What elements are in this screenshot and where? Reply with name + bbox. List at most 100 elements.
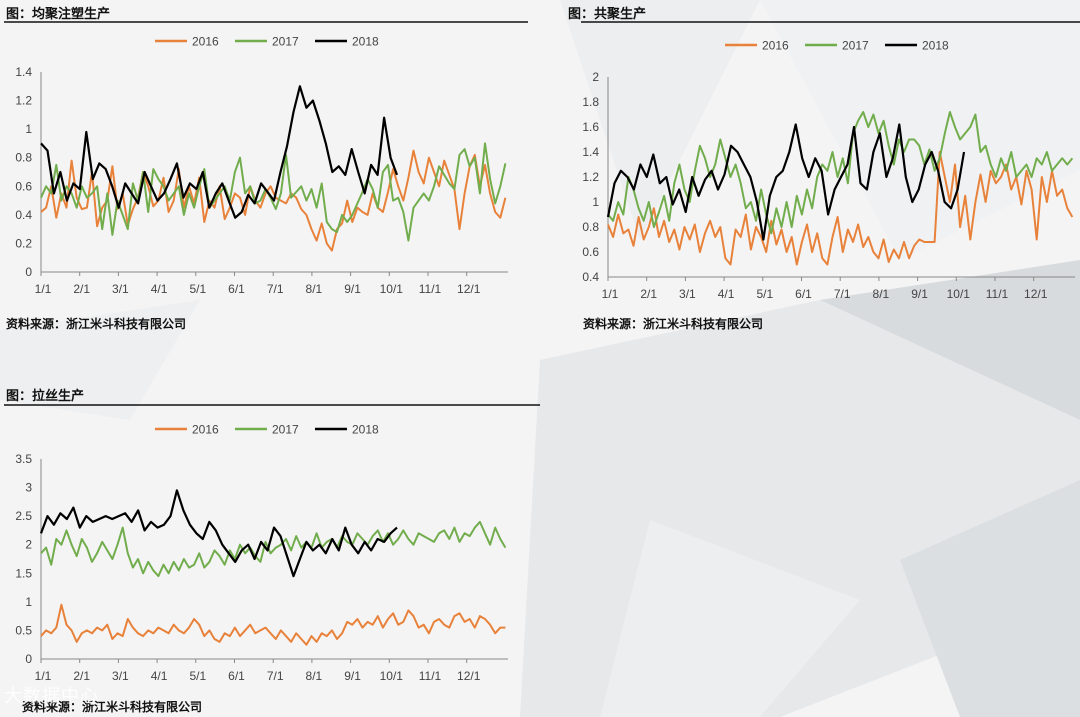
x-tick-label: 5/1 xyxy=(189,669,206,683)
chart-title: 图：拉丝生产 xyxy=(6,389,85,404)
x-tick-label: 3/1 xyxy=(112,282,129,296)
x-tick-label: 10/1 xyxy=(947,287,971,301)
legend-item-2018: 2018 xyxy=(315,35,379,49)
x-tick-label: 5/1 xyxy=(756,287,773,301)
legend-item-2017: 2017 xyxy=(805,39,869,53)
series-line-2018 xyxy=(606,123,966,241)
legend-item-2016: 2016 xyxy=(155,423,219,437)
chart-copolymer: 2016 2017 2018 0.4 0.6 0.8 1 1.2 1.4 1.6 1.8 2 1/1 2/… xyxy=(581,21,1080,301)
x-tick-label: 7/1 xyxy=(834,287,851,301)
x-tick-label: 4/1 xyxy=(718,287,735,301)
legend-label: 2018 xyxy=(352,423,379,437)
y-tick-label: 1.6 xyxy=(582,120,599,134)
x-tick-label: 11/1 xyxy=(419,669,442,683)
x-tick-label: 11/1 xyxy=(986,287,1009,301)
y-tick-label: 2 xyxy=(25,538,32,552)
legend-item-2018: 2018 xyxy=(885,39,949,53)
legend-label: 2018 xyxy=(922,39,949,53)
x-tick-label: 7/1 xyxy=(267,669,284,683)
legend-item-2017: 2017 xyxy=(235,423,299,437)
legend-label: 2017 xyxy=(842,39,869,53)
legend-label: 2016 xyxy=(192,35,219,49)
chart-panel-raffia: 图：拉丝生产 2016 2017 2018 0 0.5 1 1.5 2 2.5 3 3.5 1/1 2/… xyxy=(0,382,545,717)
chart-raffia: 2016 2017 2018 0 0.5 1 1.5 2 2.5 3 3.5 1/1 2/1 3/1 4/1… xyxy=(4,404,540,683)
legend-item-2017: 2017 xyxy=(235,35,299,49)
y-tick-label: 0.8 xyxy=(15,151,32,165)
x-tick-label: 9/1 xyxy=(344,669,361,683)
series-line-2017 xyxy=(40,520,507,578)
x-tick-label: 8/1 xyxy=(873,287,890,301)
series-line-2018 xyxy=(40,85,399,219)
chart-source: 资料来源：浙江米斗科技有限公司 xyxy=(583,317,764,331)
x-tick-label: 10/1 xyxy=(380,669,404,683)
y-tick-label: 1.8 xyxy=(582,95,599,109)
y-tick-label: 0.6 xyxy=(582,245,599,259)
y-tick-label: 3.5 xyxy=(15,452,32,466)
y-tick-label: 0.4 xyxy=(15,208,32,222)
x-tick-label: 3/1 xyxy=(679,287,696,301)
legend-label: 2017 xyxy=(272,423,299,437)
x-tick-label: 3/1 xyxy=(112,669,129,683)
chart-homopolymer-injection: 2016 2017 2018 0 0.2 0.4 0.6 0.8 1 1.2 1.4 1/1 2/1 3/… xyxy=(4,21,528,296)
y-tick-label: 1.2 xyxy=(582,170,599,184)
series-line-2016 xyxy=(607,151,1074,266)
chart-panel-copolymer: 图：共聚生产 2016 2017 2018 0.4 0.6 0.8 1 1.2 1.4 1.6 1.… xyxy=(565,0,1080,340)
x-tick-label: 1/1 xyxy=(35,669,52,683)
x-tick-label: 1/1 xyxy=(35,282,52,296)
x-tick-label: 10/1 xyxy=(380,282,404,296)
x-tick-label: 12/1 xyxy=(457,669,481,683)
y-tick-label: 1.4 xyxy=(15,65,32,79)
legend-item-2018: 2018 xyxy=(315,423,379,437)
x-tick-label: 11/1 xyxy=(419,282,442,296)
series-line-2017 xyxy=(607,111,1074,235)
y-tick-label: 0 xyxy=(25,265,32,279)
legend-item-2016: 2016 xyxy=(155,35,219,49)
x-tick-label: 2/1 xyxy=(73,282,90,296)
x-tick-label: 7/1 xyxy=(267,282,284,296)
chart-source: 资料来源：浙江米斗科技有限公司 xyxy=(6,317,187,331)
y-tick-label: 0.6 xyxy=(15,179,32,193)
y-tick-label: 0.4 xyxy=(582,270,599,284)
legend-label: 2017 xyxy=(272,35,299,49)
x-tick-label: 2/1 xyxy=(640,287,657,301)
y-tick-label: 1 xyxy=(592,195,599,209)
y-tick-label: 0.5 xyxy=(15,623,32,637)
x-tick-label: 6/1 xyxy=(228,669,245,683)
x-tick-label: 2/1 xyxy=(73,669,90,683)
chart-source: 资料来源：浙江米斗科技有限公司 xyxy=(22,700,203,714)
chart-title: 图：共聚生产 xyxy=(568,7,647,22)
y-tick-label: 3 xyxy=(25,481,32,495)
series-line-2016 xyxy=(40,603,506,646)
y-tick-label: 1.4 xyxy=(582,145,599,159)
x-tick-label: 5/1 xyxy=(189,282,206,296)
series-line-2018 xyxy=(39,489,398,578)
y-tick-label: 0.2 xyxy=(15,236,32,250)
chart-panel-homopolymer-injection: 图：均聚注塑生产 2016 2017 2018 0 0.2 0.4 0.6 0.8 1 1.2 1.… xyxy=(0,0,530,340)
y-tick-label: 2 xyxy=(592,70,599,84)
x-tick-label: 9/1 xyxy=(911,287,928,301)
x-tick-label: 12/1 xyxy=(1024,287,1048,301)
y-tick-label: 1 xyxy=(25,122,32,136)
x-tick-label: 12/1 xyxy=(457,282,481,296)
x-tick-label: 1/1 xyxy=(602,287,619,301)
y-tick-label: 0 xyxy=(25,652,32,666)
x-tick-label: 4/1 xyxy=(151,669,168,683)
chart-title: 图：均聚注塑生产 xyxy=(6,7,111,22)
legend-item-2016: 2016 xyxy=(725,39,789,53)
y-tick-label: 1.2 xyxy=(15,94,32,108)
y-tick-label: 1 xyxy=(25,595,32,609)
legend-label: 2016 xyxy=(192,423,219,437)
watermark: 大数据中心 xyxy=(4,686,99,707)
legend-label: 2018 xyxy=(352,35,379,49)
x-tick-label: 8/1 xyxy=(306,282,323,296)
x-tick-label: 8/1 xyxy=(306,669,323,683)
legend-label: 2016 xyxy=(762,39,789,53)
y-tick-label: 1.5 xyxy=(15,566,32,580)
x-tick-label: 6/1 xyxy=(228,282,245,296)
y-tick-label: 0.8 xyxy=(582,220,599,234)
x-tick-label: 9/1 xyxy=(344,282,361,296)
y-tick-label: 2.5 xyxy=(15,509,32,523)
x-tick-label: 4/1 xyxy=(151,282,168,296)
x-tick-label: 6/1 xyxy=(795,287,812,301)
